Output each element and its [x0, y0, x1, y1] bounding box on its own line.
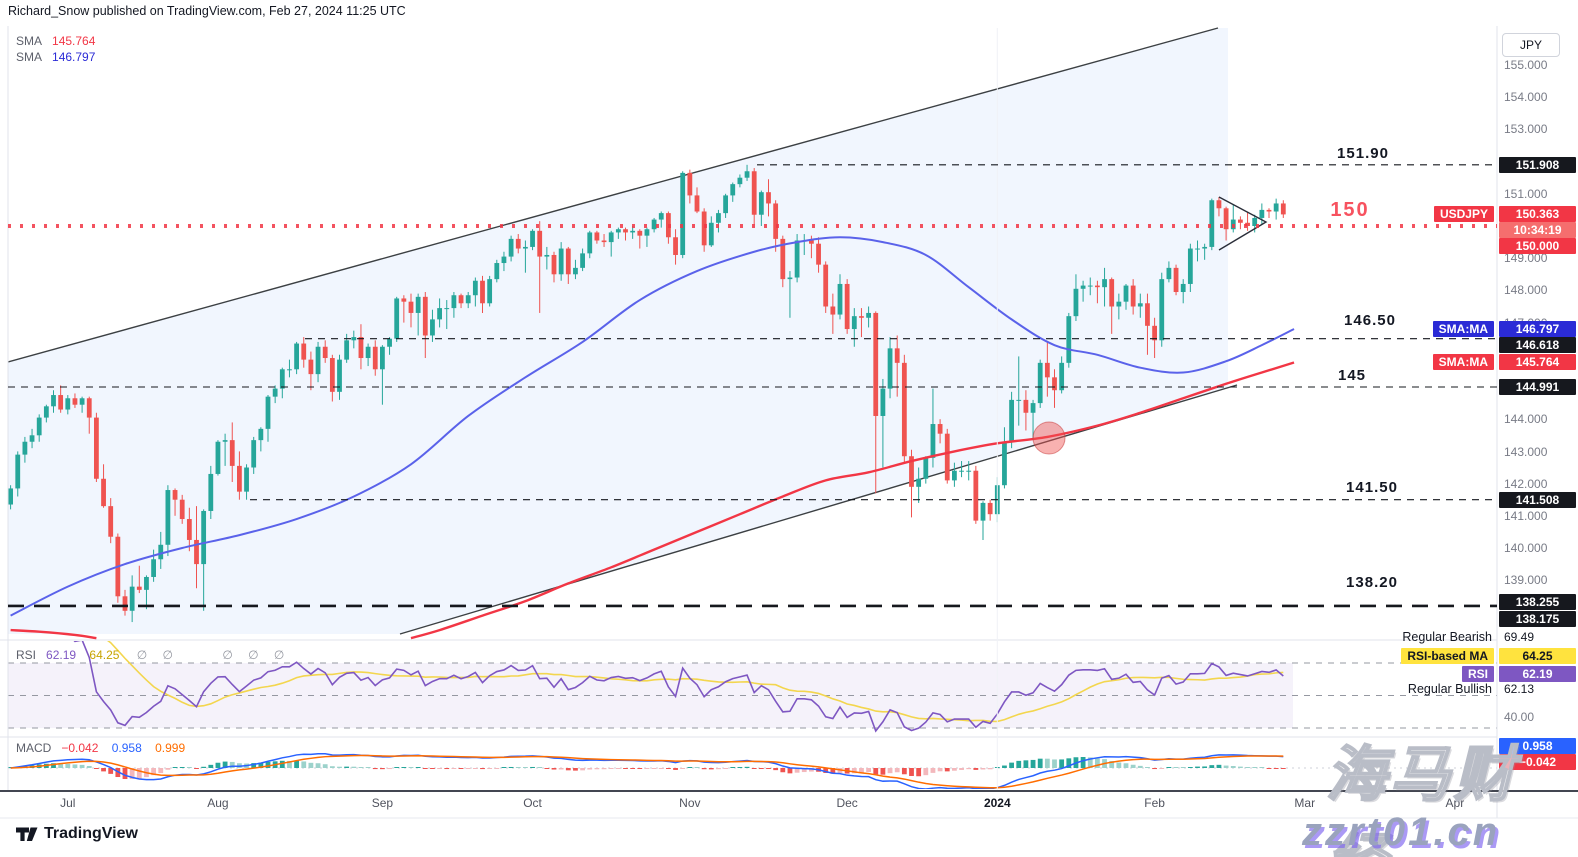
rsi-legend[interactable]: RSI 62.19 64.25 ∅ ∅ ∅ ∅ ∅ — [16, 648, 290, 662]
sma-label: SMA — [16, 50, 43, 64]
macd-label: MACD — [16, 741, 52, 755]
rsi-label: RSI — [16, 648, 37, 662]
sma-blue-legend[interactable]: SMA 146.797 — [16, 49, 95, 65]
watermark-site: zzrt01.cn — [1302, 810, 1501, 854]
tradingview-logo-text: TradingView — [44, 825, 138, 842]
rsi-null-values: ∅ ∅ — [136, 648, 180, 662]
tradingview-logo[interactable]: TradingView — [16, 825, 138, 843]
price-pane-legend: SMA 145.764 SMA 146.797 — [16, 33, 95, 65]
macd-signal-value: 0.999 — [155, 741, 186, 755]
macd-line-value: 0.958 — [111, 741, 142, 755]
currency-unit-button[interactable]: JPY — [1502, 33, 1560, 57]
sma-label: SMA — [16, 34, 43, 48]
rsi-null-values: ∅ ∅ ∅ — [222, 648, 291, 662]
sma-red-value: 145.764 — [52, 34, 96, 48]
rsi-ma-value: 64.25 — [89, 648, 120, 662]
sma-red-legend[interactable]: SMA 145.764 — [16, 33, 95, 49]
byline: Richard_Snow published on TradingView.co… — [8, 4, 406, 18]
tradingview-logo-icon — [16, 827, 38, 841]
rsi-value: 62.19 — [46, 648, 77, 662]
sma-blue-value: 146.797 — [52, 50, 96, 64]
macd-hist-value: −0.042 — [61, 741, 99, 755]
macd-legend[interactable]: MACD −0.042 0.958 0.999 — [16, 741, 185, 755]
watermark-cjk: 海马财经 — [1325, 740, 1518, 857]
